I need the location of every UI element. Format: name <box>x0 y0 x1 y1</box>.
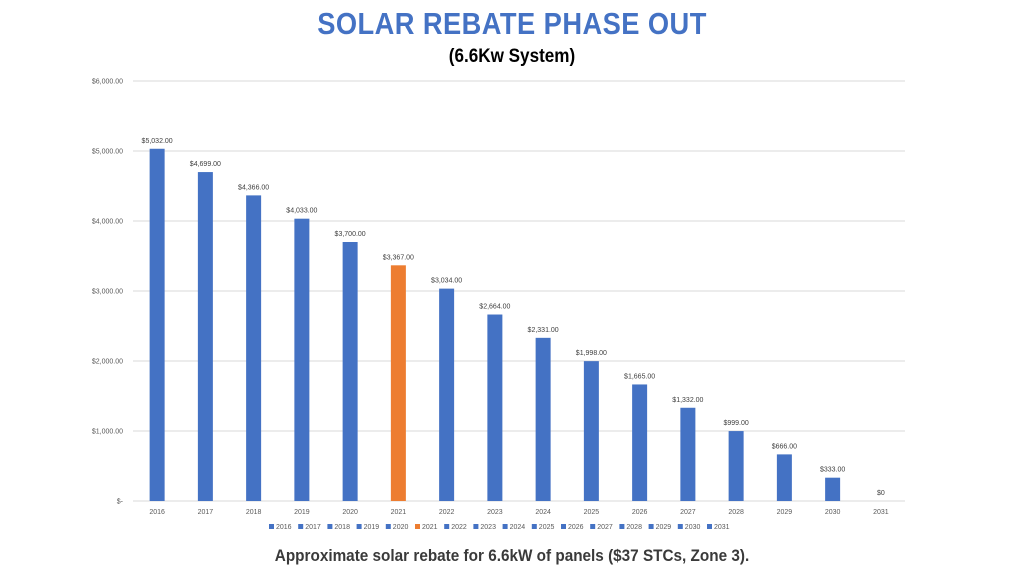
legend-swatch-2024 <box>502 524 508 529</box>
x-tick-label-2023: 2023 <box>487 509 503 516</box>
y-tick-label: $5,000.00 <box>92 149 123 156</box>
legend-label-2027: 2027 <box>597 524 613 531</box>
data-label-2025: $1,998.00 <box>576 350 607 357</box>
x-tick-label-2022: 2022 <box>439 509 455 516</box>
legend-swatch-2023 <box>473 524 479 529</box>
legend-label-2017: 2017 <box>305 524 321 531</box>
data-label-2028: $999.00 <box>723 420 748 427</box>
chart-caption: Approximate solar rebate for 6.6kW of pa… <box>274 546 750 565</box>
legend-swatch-2031 <box>707 524 712 529</box>
bar-2019 <box>294 218 310 501</box>
legend-label-2019: 2019 <box>364 524 380 531</box>
legend-swatch-2027 <box>590 524 596 529</box>
data-label-2031: $0 <box>877 490 885 497</box>
y-tick-label: $6,000.00 <box>92 79 123 86</box>
chart-title: SOLAR REBATE PHASE OUT <box>317 6 707 41</box>
legend-swatch-2028 <box>619 524 625 529</box>
legend-swatch-2025 <box>531 524 537 529</box>
data-label-2030: $333.00 <box>820 467 845 474</box>
data-labels: $5,032.00 $4,699.00 $4,366.00 $4,033.00 $3,7… <box>142 138 885 497</box>
gridlines <box>133 80 905 502</box>
legend: 2016 2017 2018 2019 2020 2021 2022 2023 2024 2025… <box>269 524 730 531</box>
x-tick-label-2027: 2027 <box>680 509 696 516</box>
legend-label-2018: 2018 <box>334 524 350 531</box>
y-tick-label: $- <box>117 499 124 506</box>
x-axis-ticks: 2016 2017 2018 2019 2020 2021 2022 2023 2024 2025… <box>149 509 888 516</box>
legend-swatch-2021 <box>415 524 420 529</box>
legend-swatch-2019 <box>356 524 362 529</box>
data-label-2017: $4,699.00 <box>190 161 221 168</box>
y-tick-label: $3,000.00 <box>92 289 123 296</box>
legend-label-2016: 2016 <box>276 524 292 531</box>
bar-2016 <box>149 148 165 501</box>
data-label-2022: $3,034.00 <box>431 278 462 285</box>
data-label-2018: $4,366.00 <box>238 184 269 191</box>
bar-2030 <box>825 477 841 501</box>
bar-2022 <box>439 288 455 501</box>
bar-2021 <box>390 265 406 501</box>
x-tick-label-2024: 2024 <box>535 509 551 516</box>
legend-label-2029: 2029 <box>656 524 672 531</box>
data-label-2020: $3,700.00 <box>335 231 366 238</box>
data-label-2021: $3,367.00 <box>383 254 414 261</box>
legend-swatch-2016 <box>269 524 274 529</box>
bar-2026 <box>632 384 648 501</box>
data-label-2027: $1,332.00 <box>672 397 703 404</box>
x-tick-label-2021: 2021 <box>391 509 407 516</box>
legend-label-2025: 2025 <box>539 524 555 531</box>
y-tick-label: $4,000.00 <box>92 219 123 226</box>
x-tick-label-2019: 2019 <box>294 509 310 516</box>
legend-swatch-2018 <box>327 524 333 529</box>
x-tick-label-2025: 2025 <box>584 509 600 516</box>
data-label-2016: $5,032.00 <box>142 138 173 145</box>
bar-2027 <box>680 407 696 501</box>
legend-label-2024: 2024 <box>510 524 526 531</box>
x-tick-label-2030: 2030 <box>825 509 841 516</box>
legend-label-2021: 2021 <box>422 524 438 531</box>
bar-2020 <box>342 242 358 501</box>
bar-2025 <box>583 361 599 501</box>
legend-label-2023: 2023 <box>480 524 496 531</box>
x-tick-label-2016: 2016 <box>149 509 165 516</box>
data-label-2024: $2,331.00 <box>528 327 559 334</box>
x-tick-label-2018: 2018 <box>246 509 262 516</box>
legend-label-2031: 2031 <box>714 524 730 531</box>
legend-label-2022: 2022 <box>451 524 467 531</box>
x-tick-label-2029: 2029 <box>777 509 793 516</box>
bar-2029 <box>776 454 792 501</box>
x-tick-label-2028: 2028 <box>728 509 744 516</box>
bar-2028 <box>728 431 744 501</box>
data-label-2029: $666.00 <box>772 443 797 450</box>
y-tick-label: $1,000.00 <box>92 429 123 436</box>
legend-swatch-2020 <box>385 524 391 529</box>
bar-2017 <box>197 172 213 501</box>
legend-swatch-2022 <box>444 524 450 529</box>
y-axis-ticks: $- $1,000.00 $2,000.00 $3,000.00 $4,000.00 $5… <box>92 79 124 506</box>
x-tick-label-2031: 2031 <box>873 509 889 516</box>
x-tick-label-2017: 2017 <box>198 509 214 516</box>
data-label-2019: $4,033.00 <box>286 208 317 215</box>
bar-2024 <box>535 337 551 501</box>
bars <box>149 148 841 501</box>
bar-2023 <box>487 314 503 501</box>
legend-label-2028: 2028 <box>626 524 642 531</box>
legend-label-2020: 2020 <box>393 524 409 531</box>
legend-swatch-2026 <box>561 524 566 529</box>
data-label-2023: $2,664.00 <box>479 304 510 311</box>
legend-swatch-2029 <box>648 524 654 529</box>
legend-label-2026: 2026 <box>568 524 584 531</box>
x-tick-label-2026: 2026 <box>632 509 648 516</box>
bar-2018 <box>246 195 262 501</box>
legend-label-2030: 2030 <box>685 524 701 531</box>
chart-subtitle: (6.6Kw System) <box>448 46 576 67</box>
legend-swatch-2030 <box>677 524 683 529</box>
data-label-2026: $1,665.00 <box>624 373 655 380</box>
legend-swatch-2017 <box>298 524 304 529</box>
x-tick-label-2020: 2020 <box>342 509 358 516</box>
y-tick-label: $2,000.00 <box>92 359 123 366</box>
